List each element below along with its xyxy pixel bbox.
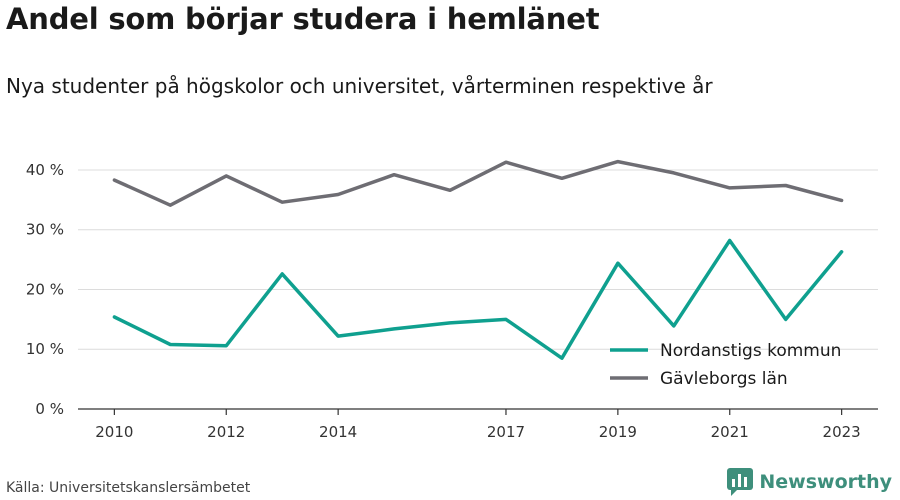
y-tick-label: 40 %	[26, 161, 64, 179]
y-axis-ticks: 0 % 10 % 20 % 30 % 40 %	[26, 161, 64, 418]
bar-chart-logo-icon	[727, 468, 754, 496]
x-tick-label: 2019	[599, 423, 637, 441]
x-tick-label: 2021	[711, 423, 749, 441]
brand-logo: Newsworthy	[727, 468, 892, 496]
gridlines	[78, 169, 878, 350]
y-tick-label: 20 %	[26, 280, 64, 298]
chart-title: Andel som börjar studera i hemlänet	[6, 2, 600, 36]
legend: Nordanstigs kommun Gävleborgs län	[610, 341, 841, 389]
brand-name: Newsworthy	[759, 471, 892, 493]
legend-label: Gävleborgs län	[660, 369, 788, 389]
series-lines	[112, 159, 844, 360]
source-note: Källa: Universitetskanslersämbetet	[6, 480, 251, 496]
x-tick-label: 2017	[487, 423, 525, 441]
x-tick-label: 2012	[207, 423, 245, 441]
y-tick-label: 0 %	[35, 400, 64, 418]
series-line	[112, 159, 844, 207]
x-axis: 2010 2012 2014 2017 2019 2021 2023	[78, 408, 878, 441]
x-tick-label: 2014	[319, 423, 357, 441]
y-tick-label: 10 %	[26, 340, 64, 358]
legend-label: Nordanstigs kommun	[660, 341, 841, 361]
x-tick-label: 2010	[95, 423, 133, 441]
chart-subtitle: Nya studenter på högskolor och universit…	[6, 74, 713, 98]
y-tick-label: 30 %	[26, 221, 64, 239]
x-tick-label: 2023	[823, 423, 861, 441]
series-line	[112, 238, 844, 360]
